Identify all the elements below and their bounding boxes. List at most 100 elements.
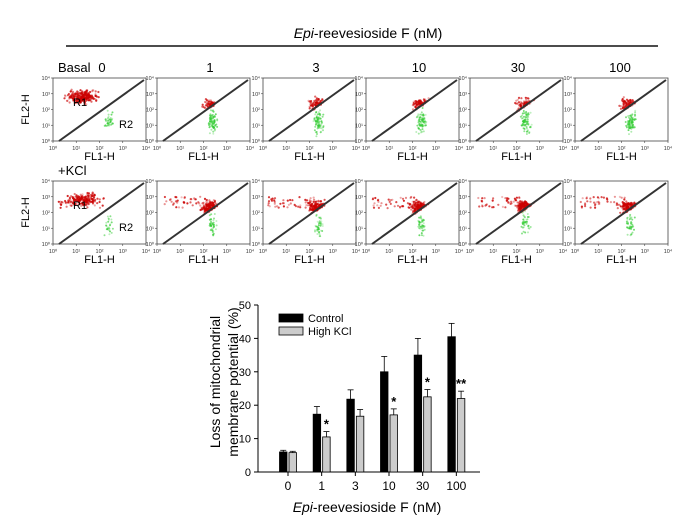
r1-event-dot xyxy=(213,199,217,202)
r1-event-dot xyxy=(413,207,417,210)
r1-event-dot xyxy=(620,196,623,199)
r1-event-dot xyxy=(424,98,427,101)
r1-event-dot xyxy=(627,100,630,103)
r1-event-dot xyxy=(620,206,624,209)
r1-event-dot xyxy=(312,200,315,203)
r1-event-dot xyxy=(406,202,409,205)
r2-event-dot xyxy=(417,132,420,135)
r2-event-dot xyxy=(423,228,426,231)
r1-event-dot xyxy=(491,206,494,209)
r1-event-dot xyxy=(415,204,418,207)
r2-event-dot xyxy=(214,128,217,131)
r2-event-dot xyxy=(212,232,215,235)
r1-event-dot xyxy=(92,89,95,92)
r1-event-dot xyxy=(81,199,84,202)
gate-line xyxy=(580,79,667,142)
r1-event-dot xyxy=(76,95,79,98)
r2-event-dot xyxy=(107,115,110,118)
r2-event-dot xyxy=(319,229,322,232)
r2-event-dot xyxy=(524,210,526,213)
r1-event-dot xyxy=(507,201,510,204)
r1-event-dot xyxy=(68,101,71,104)
r2-event-dot xyxy=(420,221,423,224)
r2-event-dot xyxy=(315,110,318,113)
r1-event-dot xyxy=(317,102,320,105)
x-tick-label: 10¹ xyxy=(385,249,393,255)
r2-event-dot xyxy=(312,120,315,123)
r2-event-dot xyxy=(628,227,631,230)
y-tick-label: 10⁰ xyxy=(42,138,51,145)
r1-event-dot xyxy=(395,201,398,204)
r1-event-dot xyxy=(267,204,270,207)
r2-event-dot xyxy=(525,133,528,135)
r1-event-dot xyxy=(520,205,523,208)
r1-event-dot xyxy=(293,203,296,206)
r1-event-dot xyxy=(73,192,76,196)
r1-event-dot xyxy=(81,91,84,94)
y-tick-label: 10³ xyxy=(564,92,572,98)
r1-event-dot xyxy=(282,199,285,202)
r1-event-dot xyxy=(90,197,93,200)
r1-event-dot xyxy=(507,201,510,204)
r2-event-dot xyxy=(107,113,110,116)
r2-event-dot xyxy=(210,128,213,131)
x-tick-label: 10² xyxy=(96,146,104,152)
r2-event-dot xyxy=(317,123,320,126)
y-tick-label: 10² xyxy=(355,211,363,217)
r2-event-dot xyxy=(632,126,634,129)
r2-event-dot xyxy=(629,216,632,219)
x-tick-label: 0 xyxy=(285,479,292,493)
r2-event-dot xyxy=(319,117,322,120)
r1-event-dot xyxy=(101,204,104,207)
r1-event-dot xyxy=(314,203,317,206)
r1-event-dot xyxy=(309,205,312,208)
r1-event-dot xyxy=(71,195,74,199)
x-tick-label: 10⁴ xyxy=(455,145,464,152)
r1-event-dot xyxy=(95,99,98,102)
r2-event-dot xyxy=(525,126,528,128)
r2-event-dot xyxy=(317,116,320,119)
high-kcl-bar xyxy=(456,398,466,473)
r2-event-dot xyxy=(423,124,426,127)
y-tick-label: 10³ xyxy=(459,92,467,98)
r2-event-dot xyxy=(628,123,631,126)
r1-event-dot xyxy=(64,199,67,203)
r1-event-dot xyxy=(411,104,414,107)
r1-event-dot xyxy=(205,101,208,104)
x-tick-label: 10² xyxy=(409,146,417,152)
y-tick-label: 10² xyxy=(459,108,467,114)
r2-event-dot xyxy=(321,230,324,232)
r2-event-dot xyxy=(524,116,527,119)
r2-event-dot xyxy=(630,130,633,133)
y-tick-label: 10³ xyxy=(42,195,50,201)
r2-event-dot xyxy=(421,226,424,229)
r1-event-dot xyxy=(61,201,65,204)
y-tick-label: 10³ xyxy=(459,195,467,201)
r2-event-dot xyxy=(316,225,319,228)
r1-event-dot xyxy=(491,199,494,202)
r1-event-dot xyxy=(317,199,320,202)
y-tick-label: 10⁴ xyxy=(564,178,573,185)
r1-event-dot xyxy=(92,97,95,100)
r1-event-dot xyxy=(93,198,97,201)
r2-event-dot xyxy=(318,114,321,117)
r2-event-dot xyxy=(213,116,216,119)
r1-event-dot xyxy=(202,201,205,204)
r2-event-dot xyxy=(624,121,627,123)
r2-event-dot xyxy=(320,120,323,123)
r1-event-dot xyxy=(72,94,75,97)
r1-event-dot xyxy=(485,203,488,206)
r1-event-dot xyxy=(77,102,80,105)
x-tick-label: 30 xyxy=(416,479,430,493)
r1-event-dot xyxy=(289,198,292,202)
r1-event-dot xyxy=(409,196,412,199)
r1-event-dot xyxy=(75,99,78,102)
r1-event-dot xyxy=(316,101,319,104)
r1-event-dot xyxy=(57,200,60,203)
r2-event-dot xyxy=(316,233,319,235)
r2-event-dot xyxy=(523,112,525,114)
r2-event-dot xyxy=(417,219,420,222)
r2-event-dot xyxy=(634,111,637,114)
r1-event-dot xyxy=(410,195,413,199)
r1-event-dot xyxy=(505,199,508,202)
